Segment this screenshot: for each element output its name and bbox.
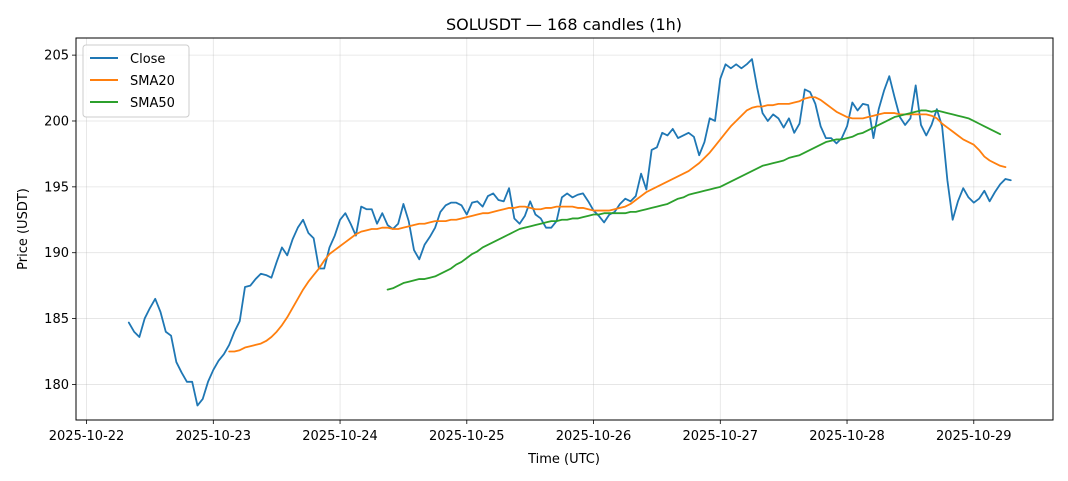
x-tick-label: 2025-10-22 <box>49 429 125 444</box>
x-tick-label: 2025-10-27 <box>683 429 759 444</box>
y-tick-label: 180 <box>44 378 69 393</box>
y-tick-label: 205 <box>44 49 69 64</box>
y-tick-label: 185 <box>44 312 69 327</box>
legend-label: SMA20 <box>130 74 175 89</box>
legend-label: SMA50 <box>130 96 175 111</box>
series-line-close <box>127 58 1012 407</box>
legend-box <box>82 44 190 118</box>
y-tick-label: 190 <box>44 246 69 261</box>
y-tick-label: 200 <box>44 114 69 129</box>
series-line-sma50 <box>386 109 1002 291</box>
legend: Close SMA20 SMA50 <box>82 44 190 118</box>
legend-label: Close <box>130 52 165 67</box>
ticks: 2025-10-22 2025-10-23 2025-10-24 2025-10-25… <box>44 49 1011 444</box>
series-line-sma20 <box>228 96 1007 353</box>
x-tick-label: 2025-10-28 <box>809 429 885 444</box>
series-layer <box>127 58 1012 407</box>
plot-frame <box>75 37 1054 421</box>
x-axis-label: Time (UTC) <box>527 452 600 467</box>
y-axis-label: Price (USDT) <box>16 188 31 270</box>
chart-title: SOLUSDT — 168 candles (1h) <box>446 15 682 34</box>
x-tick-label: 2025-10-29 <box>936 429 1012 444</box>
x-tick-label: 2025-10-24 <box>302 429 378 444</box>
y-tick-label: 195 <box>44 180 69 195</box>
x-tick-label: 2025-10-23 <box>176 429 252 444</box>
x-tick-label: 2025-10-25 <box>429 429 505 444</box>
x-tick-label: 2025-10-26 <box>556 429 632 444</box>
grid <box>76 38 1053 420</box>
